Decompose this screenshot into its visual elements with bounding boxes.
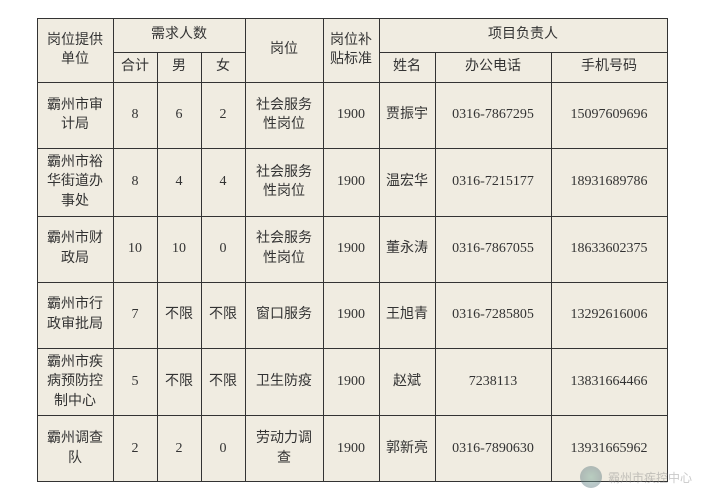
cell-name: 董永涛 <box>379 216 435 282</box>
cell-phone: 0316-7867295 <box>435 82 551 148</box>
table-header: 岗位提供单位 需求人数 岗位 岗位补贴标准 项目负责人 合计 男 女 姓名 办公… <box>37 18 667 82</box>
cell-female: 0 <box>201 216 245 282</box>
table-row: 霸州市行政审批局7不限不限窗口服务1900王旭青0316-72858051329… <box>37 282 667 348</box>
header-name: 姓名 <box>379 52 435 82</box>
cell-male: 不限 <box>157 348 201 416</box>
header-female: 女 <box>201 52 245 82</box>
table-row: 霸州调查队220劳动力调查1900郭新亮0316-789063013931665… <box>37 416 667 482</box>
cell-post: 窗口服务 <box>245 282 323 348</box>
table-body: 霸州市审计局862社会服务性岗位1900贾振宇0316-786729515097… <box>37 82 667 482</box>
cell-mobile: 18931689786 <box>551 148 667 216</box>
cell-total: 8 <box>113 148 157 216</box>
cell-mobile: 18633602375 <box>551 216 667 282</box>
header-total: 合计 <box>113 52 157 82</box>
cell-post: 劳动力调查 <box>245 416 323 482</box>
cell-name: 王旭青 <box>379 282 435 348</box>
cell-phone: 0316-7890630 <box>435 416 551 482</box>
table-row: 霸州市财政局10100社会服务性岗位1900董永涛0316-7867055186… <box>37 216 667 282</box>
table-row: 霸州市疾病预防控制中心5不限不限卫生防疫1900赵斌72381131383166… <box>37 348 667 416</box>
header-demand-count: 需求人数 <box>113 18 245 52</box>
cell-male: 2 <box>157 416 201 482</box>
cell-phone: 7238113 <box>435 348 551 416</box>
cell-mobile: 13831664466 <box>551 348 667 416</box>
cell-org: 霸州调查队 <box>37 416 113 482</box>
cell-male: 6 <box>157 82 201 148</box>
header-mobile: 手机号码 <box>551 52 667 82</box>
cell-male: 不限 <box>157 282 201 348</box>
cell-mobile: 13931665962 <box>551 416 667 482</box>
header-subsidy: 岗位补贴标准 <box>323 18 379 82</box>
cell-subsidy: 1900 <box>323 82 379 148</box>
header-male: 男 <box>157 52 201 82</box>
cell-name: 郭新亮 <box>379 416 435 482</box>
cell-org: 霸州市疾病预防控制中心 <box>37 348 113 416</box>
cell-total: 8 <box>113 82 157 148</box>
cell-post: 社会服务性岗位 <box>245 148 323 216</box>
cell-post: 社会服务性岗位 <box>245 82 323 148</box>
recruitment-table: 岗位提供单位 需求人数 岗位 岗位补贴标准 项目负责人 合计 男 女 姓名 办公… <box>37 18 668 483</box>
cell-phone: 0316-7215177 <box>435 148 551 216</box>
cell-name: 贾振宇 <box>379 82 435 148</box>
cell-mobile: 13292616006 <box>551 282 667 348</box>
cell-female: 0 <box>201 416 245 482</box>
cell-mobile: 15097609696 <box>551 82 667 148</box>
cell-subsidy: 1900 <box>323 348 379 416</box>
cell-male: 4 <box>157 148 201 216</box>
cell-subsidy: 1900 <box>323 282 379 348</box>
cell-org: 霸州市财政局 <box>37 216 113 282</box>
cell-subsidy: 1900 <box>323 416 379 482</box>
cell-phone: 0316-7867055 <box>435 216 551 282</box>
header-office-phone: 办公电话 <box>435 52 551 82</box>
cell-post: 卫生防疫 <box>245 348 323 416</box>
cell-subsidy: 1900 <box>323 148 379 216</box>
cell-total: 10 <box>113 216 157 282</box>
header-post: 岗位 <box>245 18 323 82</box>
cell-total: 5 <box>113 348 157 416</box>
cell-phone: 0316-7285805 <box>435 282 551 348</box>
cell-org: 霸州市裕华街道办事处 <box>37 148 113 216</box>
cell-female: 不限 <box>201 348 245 416</box>
cell-male: 10 <box>157 216 201 282</box>
cell-female: 2 <box>201 82 245 148</box>
cell-female: 4 <box>201 148 245 216</box>
recruitment-table-wrapper: 岗位提供单位 需求人数 岗位 岗位补贴标准 项目负责人 合计 男 女 姓名 办公… <box>37 18 668 483</box>
cell-female: 不限 <box>201 282 245 348</box>
header-responsible: 项目负责人 <box>379 18 667 52</box>
cell-org: 霸州市行政审批局 <box>37 282 113 348</box>
cell-total: 7 <box>113 282 157 348</box>
cell-post: 社会服务性岗位 <box>245 216 323 282</box>
cell-name: 温宏华 <box>379 148 435 216</box>
cell-name: 赵斌 <box>379 348 435 416</box>
cell-total: 2 <box>113 416 157 482</box>
table-row: 霸州市裕华街道办事处844社会服务性岗位1900温宏华0316-72151771… <box>37 148 667 216</box>
table-row: 霸州市审计局862社会服务性岗位1900贾振宇0316-786729515097… <box>37 82 667 148</box>
cell-org: 霸州市审计局 <box>37 82 113 148</box>
cell-subsidy: 1900 <box>323 216 379 282</box>
header-org-unit: 岗位提供单位 <box>37 18 113 82</box>
